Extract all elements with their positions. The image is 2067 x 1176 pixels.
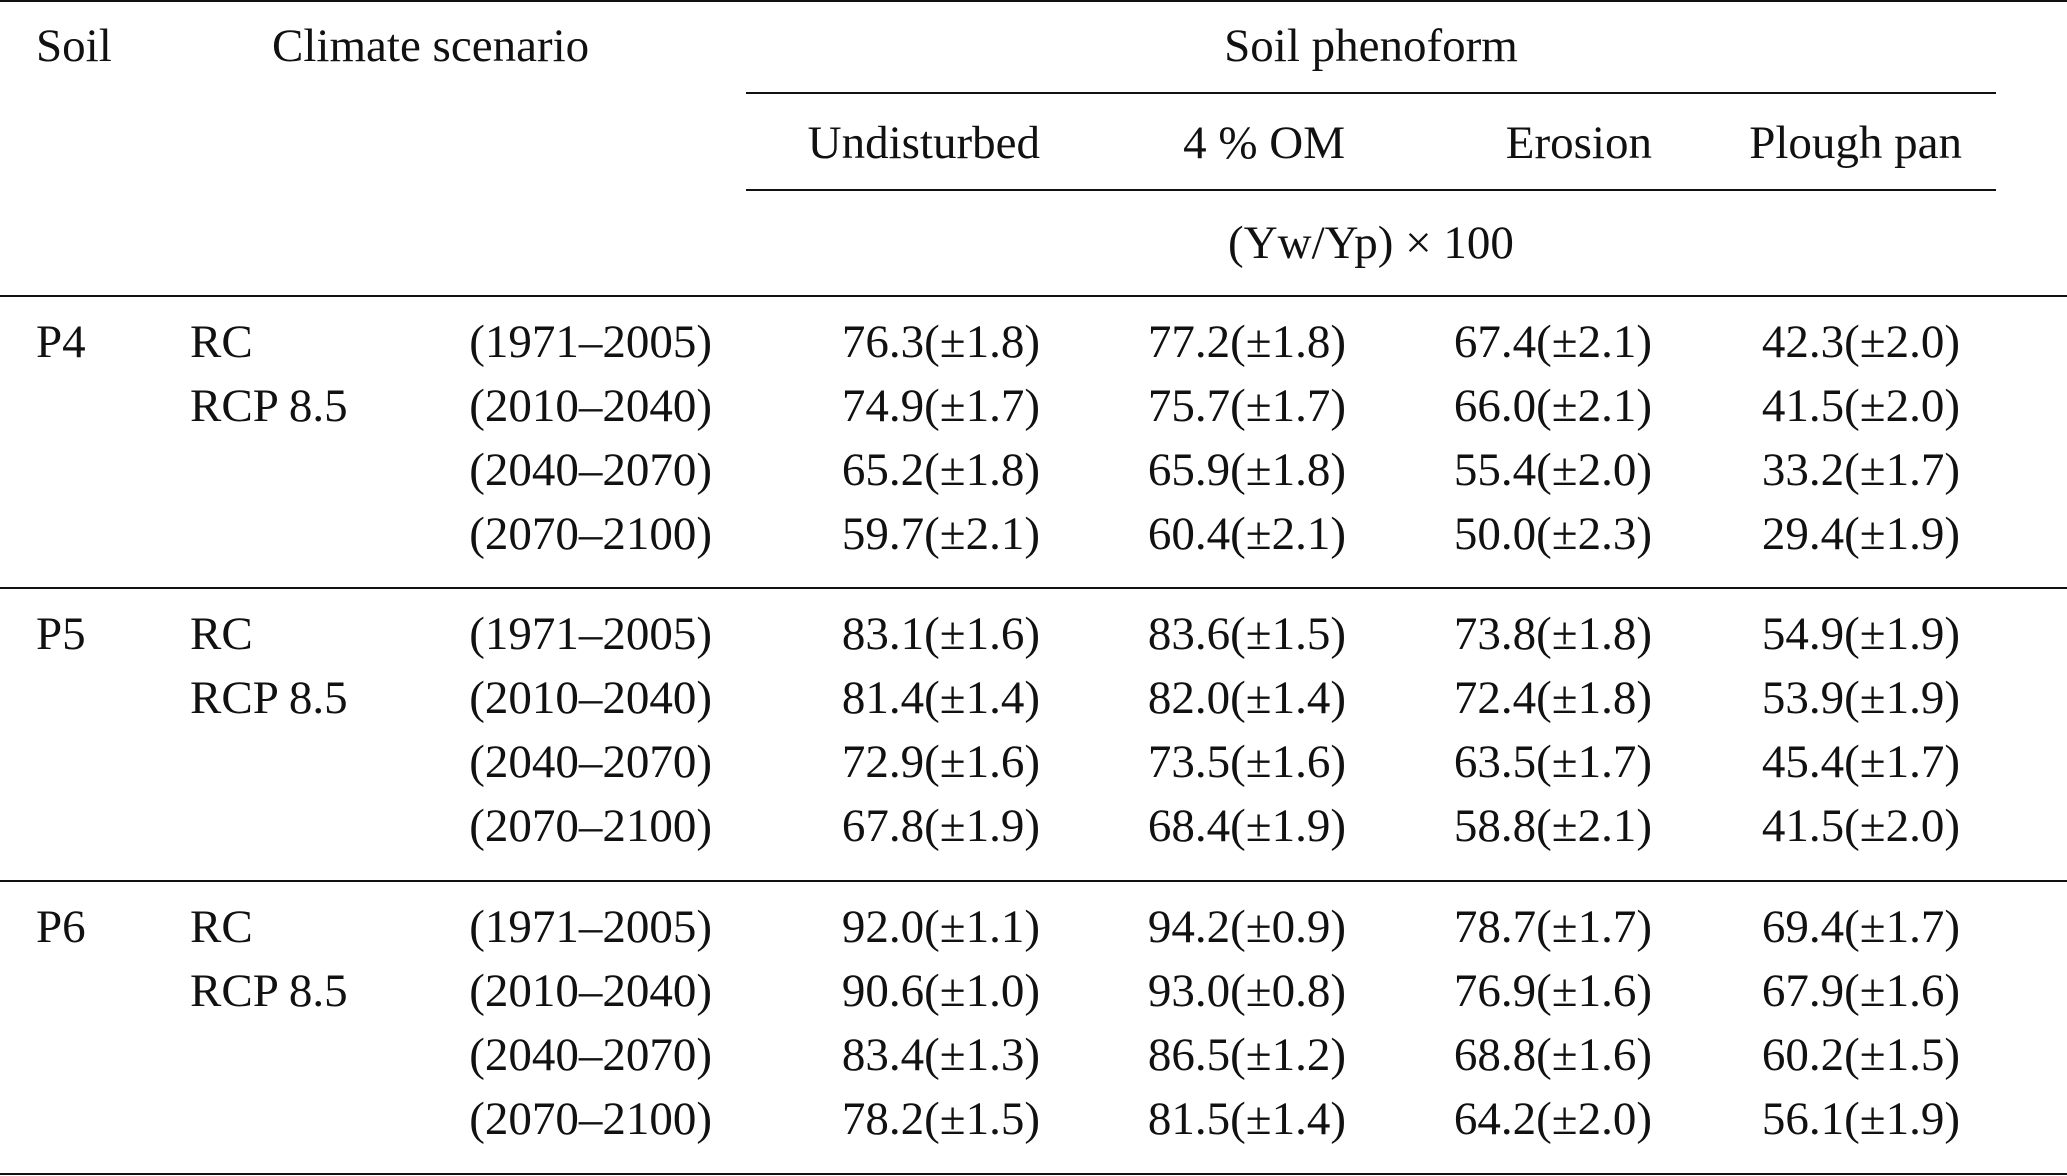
cell-plough-pan: 60.2(±1.5) — [1761, 1029, 1960, 1081]
cell-erosion: 67.4(±2.1) — [1453, 316, 1652, 368]
cell-erosion: 63.5(±1.7) — [1453, 736, 1652, 788]
header-soil-phenoform: Soil phenoform — [1224, 20, 1518, 72]
soil-label: P5 — [36, 608, 86, 660]
cell-plough-pan: 67.9(±1.6) — [1761, 965, 1960, 1017]
scenario-label: RCP 8.5 — [190, 965, 348, 1017]
cell-plough-pan: 33.2(±1.7) — [1761, 444, 1960, 496]
cell-undisturbed: 83.4(±1.3) — [841, 1029, 1040, 1081]
cell-erosion: 66.0(±2.1) — [1453, 380, 1652, 432]
cell-4-percent-om: 65.9(±1.8) — [1147, 444, 1346, 496]
period-label: (2040–2070) — [469, 444, 712, 496]
cell-plough-pan: 56.1(±1.9) — [1761, 1093, 1960, 1145]
header-plough-pan: Plough pan — [1749, 117, 1962, 169]
cell-4-percent-om: 86.5(±1.2) — [1147, 1029, 1346, 1081]
soil-label: P4 — [36, 316, 86, 368]
cell-plough-pan: 53.9(±1.9) — [1761, 672, 1960, 724]
cell-erosion: 55.4(±2.0) — [1453, 444, 1652, 496]
period-label: (2070–2100) — [469, 1093, 712, 1145]
cell-4-percent-om: 82.0(±1.4) — [1147, 672, 1346, 724]
cell-erosion: 68.8(±1.6) — [1453, 1029, 1652, 1081]
period-label: (1971–2005) — [469, 316, 712, 368]
cell-plough-pan: 69.4(±1.7) — [1761, 901, 1960, 953]
header-undisturbed: Undisturbed — [807, 117, 1040, 169]
bottom-rule — [0, 1173, 2067, 1175]
scenario-label: RCP 8.5 — [190, 380, 348, 432]
top-rule — [0, 0, 2067, 2]
cell-undisturbed: 65.2(±1.8) — [841, 444, 1040, 496]
cell-undisturbed: 92.0(±1.1) — [841, 901, 1040, 953]
cell-4-percent-om: 77.2(±1.8) — [1147, 316, 1346, 368]
period-label: (2040–2070) — [469, 736, 712, 788]
cell-erosion: 76.9(±1.6) — [1453, 965, 1652, 1017]
cell-undisturbed: 83.1(±1.6) — [841, 608, 1040, 660]
cell-erosion: 50.0(±2.3) — [1453, 508, 1652, 560]
header-soil: Soil — [36, 20, 112, 72]
group-separator-p5-p6 — [0, 880, 2067, 882]
cell-plough-pan: 41.5(±2.0) — [1761, 380, 1960, 432]
cell-4-percent-om: 75.7(±1.7) — [1147, 380, 1346, 432]
cell-erosion: 78.7(±1.7) — [1453, 901, 1652, 953]
period-label: (2010–2040) — [469, 672, 712, 724]
column-header-rule — [746, 189, 1996, 191]
cell-plough-pan: 41.5(±2.0) — [1761, 800, 1960, 852]
cell-undisturbed: 72.9(±1.6) — [841, 736, 1040, 788]
header-erosion: Erosion — [1505, 117, 1652, 169]
scenario-label: RC — [190, 316, 253, 368]
cell-4-percent-om: 81.5(±1.4) — [1147, 1093, 1346, 1145]
cell-plough-pan: 45.4(±1.7) — [1761, 736, 1960, 788]
cell-4-percent-om: 83.6(±1.5) — [1147, 608, 1346, 660]
cell-4-percent-om: 68.4(±1.9) — [1147, 800, 1346, 852]
scenario-label: RC — [190, 608, 253, 660]
cell-plough-pan: 29.4(±1.9) — [1761, 508, 1960, 560]
cell-undisturbed: 67.8(±1.9) — [841, 800, 1040, 852]
scenario-label: RCP 8.5 — [190, 672, 348, 724]
cell-undisturbed: 76.3(±1.8) — [841, 316, 1040, 368]
period-label: (2070–2100) — [469, 508, 712, 560]
cell-erosion: 58.8(±2.1) — [1453, 800, 1652, 852]
cell-undisturbed: 81.4(±1.4) — [841, 672, 1040, 724]
phenoform-rule — [746, 92, 1996, 94]
cell-4-percent-om: 94.2(±0.9) — [1147, 901, 1346, 953]
cell-erosion: 64.2(±2.0) — [1453, 1093, 1652, 1145]
period-label: (2010–2040) — [469, 380, 712, 432]
cell-plough-pan: 54.9(±1.9) — [1761, 608, 1960, 660]
group-separator-p4-p5 — [0, 587, 2067, 589]
header-bottom-rule — [0, 295, 2067, 297]
period-label: (1971–2005) — [469, 901, 712, 953]
period-label: (1971–2005) — [469, 608, 712, 660]
header-4-percent-om: 4 % OM — [1183, 117, 1345, 169]
cell-undisturbed: 78.2(±1.5) — [841, 1093, 1040, 1145]
cell-4-percent-om: 73.5(±1.6) — [1147, 736, 1346, 788]
header-climate-scenario: Climate scenario — [272, 20, 590, 72]
cell-plough-pan: 42.3(±2.0) — [1761, 316, 1960, 368]
cell-undisturbed: 74.9(±1.7) — [841, 380, 1040, 432]
cell-undisturbed: 90.6(±1.0) — [841, 965, 1040, 1017]
soil-label: P6 — [36, 901, 86, 953]
cell-erosion: 72.4(±1.8) — [1453, 672, 1652, 724]
cell-4-percent-om: 60.4(±2.1) — [1147, 508, 1346, 560]
period-label: (2070–2100) — [469, 800, 712, 852]
cell-erosion: 73.8(±1.8) — [1453, 608, 1652, 660]
cell-4-percent-om: 93.0(±0.8) — [1147, 965, 1346, 1017]
header-units: (Yw/Yp) × 100 — [1228, 217, 1514, 269]
period-label: (2040–2070) — [469, 1029, 712, 1081]
period-label: (2010–2040) — [469, 965, 712, 1017]
cell-undisturbed: 59.7(±2.1) — [841, 508, 1040, 560]
scenario-label: RC — [190, 901, 253, 953]
